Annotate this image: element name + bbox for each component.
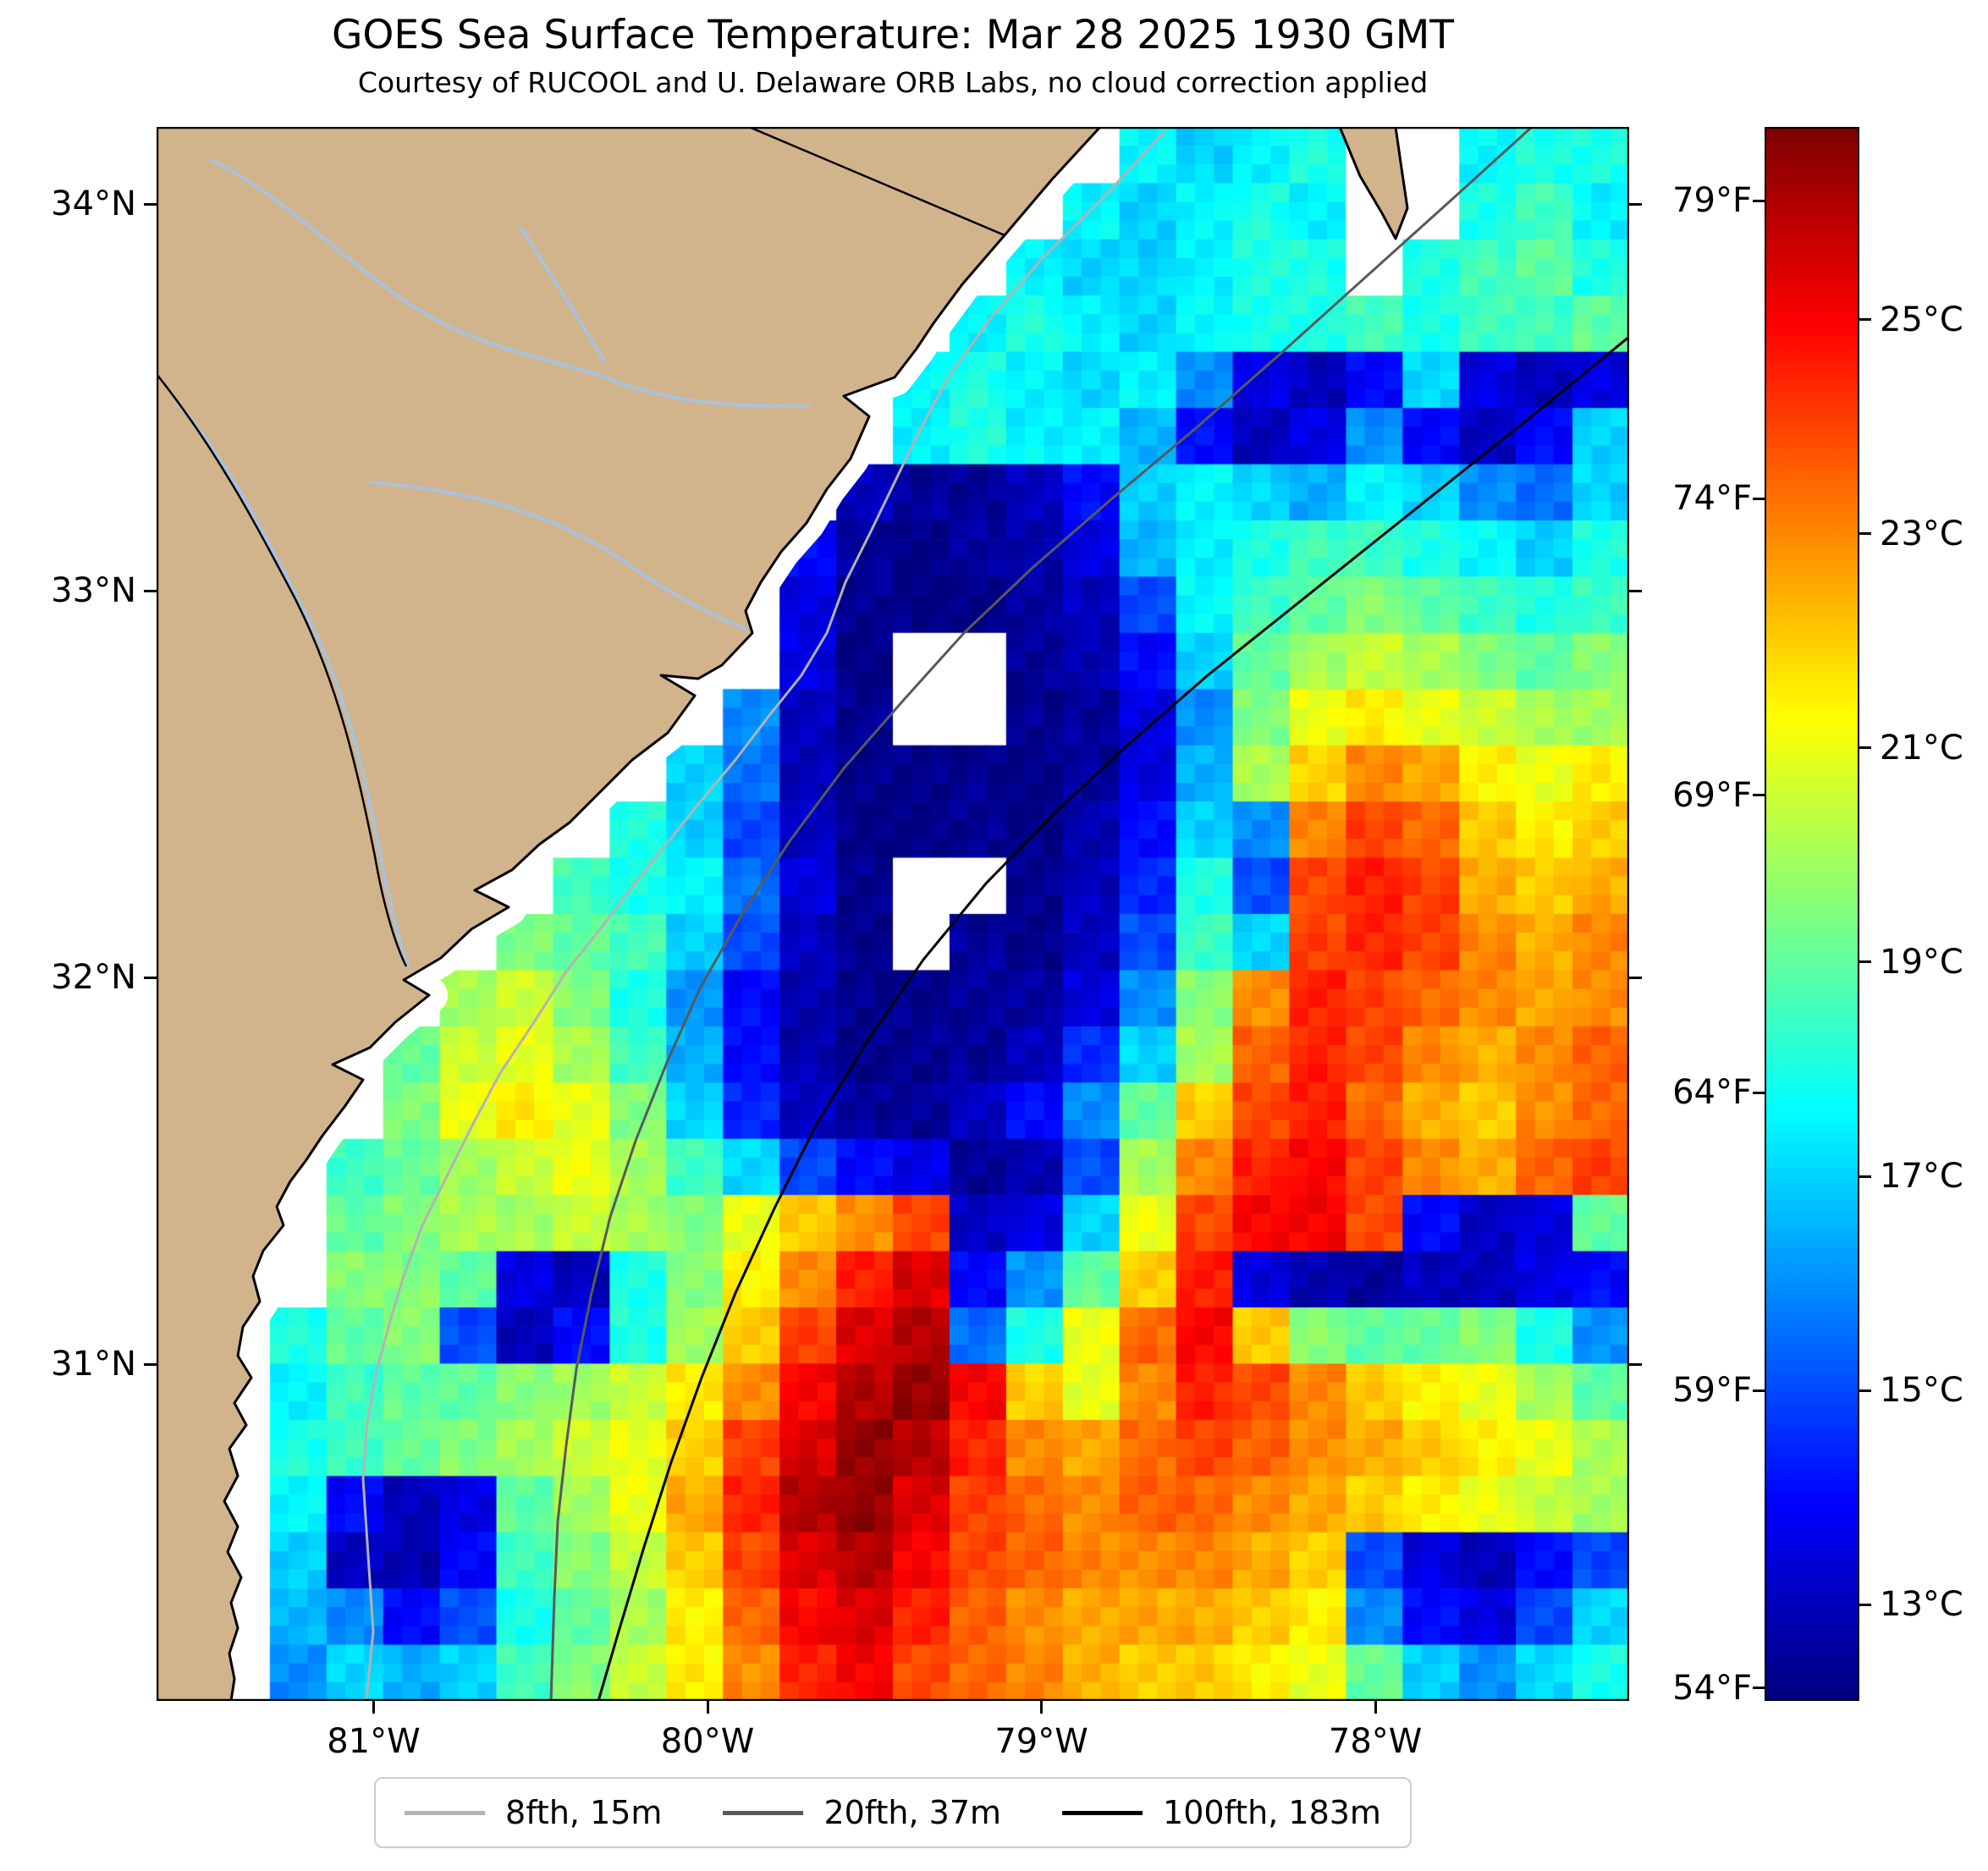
lat-tick-mark-left (144, 976, 157, 979)
page-title: GOES Sea Surface Temperature: Mar 28 202… (331, 12, 1454, 58)
lat-tick-label: 34°N (51, 184, 136, 224)
fahrenheit-tick-label: 54°F (1672, 1668, 1752, 1708)
fahrenheit-tick-label: 74°F (1672, 479, 1752, 519)
celsius-tick-label: 17°C (1880, 1157, 1963, 1196)
chart-subtitle: Courtesy of RUCOOL and U. Delaware ORB L… (357, 66, 1429, 99)
lon-tick-mark (372, 1701, 375, 1714)
lon-tick-label: 78°W (1328, 1722, 1423, 1761)
land-region (157, 127, 1102, 1701)
lat-tick-mark-right (1629, 1362, 1642, 1366)
lon-tick-label: 79°W (994, 1722, 1088, 1761)
lon-tick-label: 80°W (660, 1722, 755, 1761)
fahrenheit-tick-label: 64°F (1672, 1073, 1752, 1113)
contour-100fth (597, 335, 1629, 1701)
lat-tick-mark-left (144, 1362, 157, 1366)
legend-item-label: 100fth, 183m (1163, 1794, 1381, 1831)
celsius-tick-mark (1859, 960, 1871, 964)
lat-tick-label: 33°N (51, 571, 136, 611)
legend-line-sample (723, 1810, 804, 1815)
lat-tick-label: 31°N (51, 1345, 136, 1384)
state-border-sc-ga (157, 373, 408, 967)
celsius-tick-mark (1859, 1603, 1871, 1606)
legend-line-sample (1062, 1810, 1143, 1815)
lat-tick-mark-left (144, 202, 157, 206)
colorbar (1765, 127, 1859, 1701)
fahrenheit-tick-label: 69°F (1672, 775, 1752, 815)
lon-tick-label: 81°W (327, 1722, 421, 1761)
fahrenheit-tick-label: 79°F (1672, 181, 1752, 221)
lat-tick-mark-left (144, 589, 157, 592)
lon-tick-mark (706, 1701, 709, 1714)
fahrenheit-tick-mark (1753, 199, 1765, 202)
lat-tick-mark-right (1629, 976, 1642, 979)
celsius-tick-mark (1859, 746, 1871, 750)
celsius-tick-label: 25°C (1880, 300, 1963, 339)
river-black (519, 225, 607, 364)
legend-item: 8fth, 15m (405, 1794, 662, 1831)
lat-tick-mark-right (1629, 202, 1642, 206)
fahrenheit-tick-mark (1753, 794, 1765, 797)
river-pee-dee (208, 157, 811, 408)
celsius-tick-label: 23°C (1880, 514, 1963, 553)
fahrenheit-tick-mark (1753, 1389, 1765, 1392)
fahrenheit-tick-mark (1753, 1091, 1765, 1094)
legend-item-label: 8fth, 15m (505, 1794, 663, 1831)
celsius-tick-label: 13°C (1880, 1585, 1963, 1625)
legend: 8fth, 15m 20fth, 37m 100fth, 183m (374, 1777, 1412, 1848)
colorbar-gradient (1766, 129, 1858, 1699)
celsius-tick-mark (1859, 1389, 1871, 1392)
legend-item-label: 20fth, 37m (823, 1794, 1002, 1831)
lat-tick-mark-right (1629, 589, 1642, 592)
lat-tick-label: 32°N (51, 958, 136, 998)
fahrenheit-tick-mark (1753, 1687, 1765, 1690)
fahrenheit-tick-mark (1753, 497, 1765, 500)
celsius-tick-mark (1859, 1175, 1871, 1178)
legend-item: 20fth, 37m (723, 1794, 1001, 1831)
contour-20fth (549, 127, 1534, 1701)
river-santee (369, 481, 748, 631)
map-plot-area (157, 127, 1629, 1701)
lon-tick-mark (1040, 1701, 1044, 1714)
celsius-tick-mark (1859, 318, 1871, 322)
lon-tick-mark (1374, 1701, 1377, 1714)
state-border-nc-sc (748, 127, 1005, 237)
legend-item: 100fth, 183m (1062, 1794, 1381, 1831)
map-overlay-svg (157, 127, 1629, 1701)
celsius-tick-label: 19°C (1880, 942, 1963, 982)
fahrenheit-tick-label: 59°F (1672, 1371, 1752, 1411)
cape-fear-peninsula (1338, 127, 1409, 240)
contour-8fth (361, 129, 1167, 1701)
celsius-tick-label: 21°C (1880, 728, 1963, 768)
river-savannah (170, 394, 410, 969)
celsius-tick-mark (1859, 532, 1871, 536)
map-frame (157, 127, 1629, 1701)
celsius-tick-label: 15°C (1880, 1371, 1963, 1411)
legend-line-sample (405, 1810, 486, 1815)
